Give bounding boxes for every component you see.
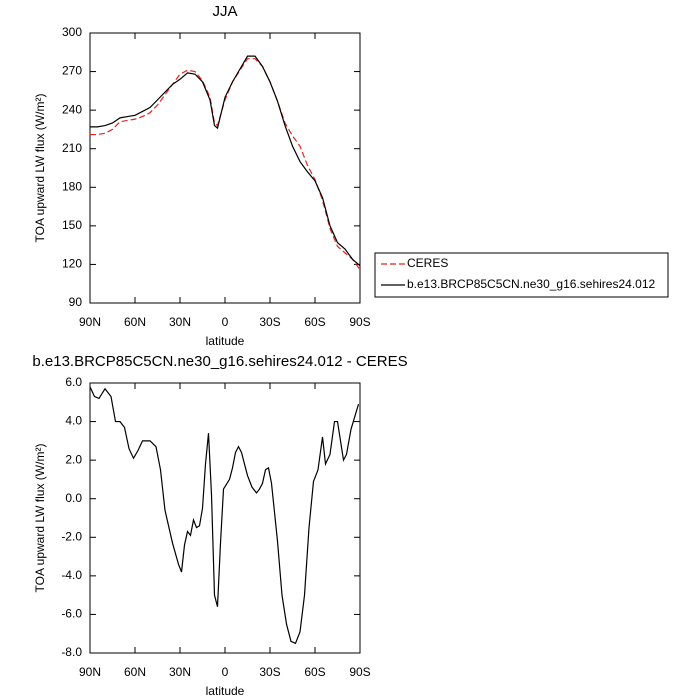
data-line: [90, 55, 361, 267]
x-tick-label: 60S: [304, 315, 325, 329]
y-tick-label: 210: [62, 141, 82, 155]
y-tick-label: 120: [62, 257, 82, 271]
x-tick-label: 90N: [79, 665, 101, 679]
x-tick-label: 90S: [349, 315, 370, 329]
y-tick-label: -2.0: [61, 529, 82, 543]
y-tick-label: 90: [69, 295, 83, 309]
x-tick-label: 90N: [79, 315, 101, 329]
plot-frame: [89, 32, 361, 304]
y-tick-label: 240: [62, 102, 82, 116]
y-tick-label: 4.0: [65, 414, 82, 428]
x-tick-label: 90S: [349, 665, 370, 679]
y-tick-label: -4.0: [61, 568, 82, 582]
x-tick-label: 30N: [169, 665, 191, 679]
x-tick-label: 0: [222, 315, 229, 329]
x-tick-label: 60N: [124, 665, 146, 679]
data-line: [90, 58, 361, 270]
y-axis-label: TOA upward LW flux (W/m²): [33, 444, 47, 593]
y-axis-label: TOA upward LW flux (W/m²): [33, 94, 47, 243]
plot-frame: [89, 382, 361, 654]
y-tick-label: 6.0: [65, 375, 82, 389]
x-axis-label: latitude: [206, 684, 245, 698]
chart-title: JJA: [212, 3, 237, 20]
legend: CERES b.e13.BRCP85C5CN.ne30_g16.sehires24…: [374, 252, 669, 298]
y-tick-label: 180: [62, 179, 82, 193]
y-tick-label: -6.0: [61, 607, 82, 621]
y-tick-label: 150: [62, 218, 82, 232]
data-line: [89, 386, 360, 645]
y-tick-label: 300: [62, 25, 82, 39]
x-tick-label: 0: [222, 665, 229, 679]
x-tick-label: 60S: [304, 665, 325, 679]
x-axis-label: latitude: [206, 334, 245, 348]
x-tick-label: 30N: [169, 315, 191, 329]
legend-box: [374, 252, 669, 298]
x-tick-label: 60N: [124, 315, 146, 329]
y-tick-label: -8.0: [61, 645, 82, 659]
legend-label: b.e13.BRCP85C5CN.ne30_g16.sehires24.012: [407, 277, 655, 291]
legend-label: CERES: [407, 256, 448, 270]
y-tick-label: 270: [62, 64, 82, 78]
y-tick-label: 0.0: [65, 491, 82, 505]
chart-title: b.e13.BRCP85C5CN.ne30_g16.sehires24.012 …: [32, 353, 407, 370]
x-tick-label: 30S: [259, 315, 280, 329]
y-tick-label: 2.0: [65, 452, 82, 466]
x-tick-label: 30S: [259, 665, 280, 679]
